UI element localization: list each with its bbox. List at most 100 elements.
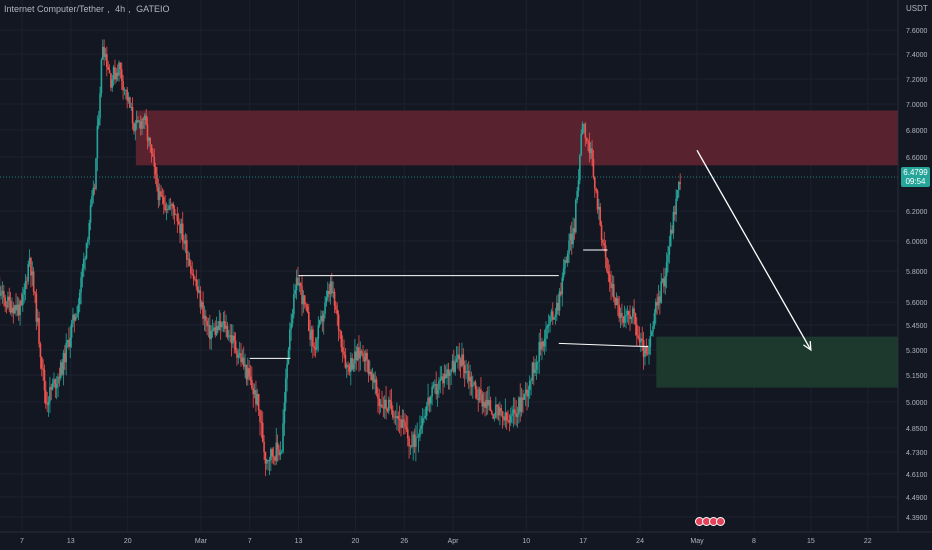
candle-body (621, 312, 623, 317)
candle-body (562, 268, 565, 278)
candle-body (183, 241, 185, 244)
candle-body (267, 459, 269, 462)
candle-body (539, 342, 542, 350)
candle-body (111, 79, 114, 88)
time-tick-label: 13 (295, 538, 303, 545)
candle (215, 316, 218, 337)
candle-body (88, 222, 91, 240)
candle-body (641, 338, 644, 341)
candle-body (463, 365, 466, 374)
candle-body (660, 281, 663, 303)
candle (673, 205, 676, 221)
candle (181, 211, 184, 250)
candle-body (507, 420, 509, 422)
candle (623, 305, 626, 327)
candle (565, 256, 568, 264)
time-tick-label: 24 (636, 538, 644, 545)
candle-body (301, 286, 303, 305)
candle-body (519, 397, 522, 412)
price-axis[interactable]: 7.6000 7.4000 7.2000 7.0000 6.8000 6.6000 6.20… (897, 0, 932, 550)
candle (80, 271, 82, 305)
candle-body (490, 411, 493, 414)
candle-body (291, 314, 294, 324)
candle (175, 213, 177, 216)
candle (168, 198, 170, 211)
candle (7, 291, 9, 310)
candle-body (194, 278, 196, 280)
candle-body (509, 415, 512, 423)
candle (653, 308, 656, 330)
candle (550, 308, 553, 322)
candle-body (599, 206, 602, 225)
candle (65, 333, 67, 376)
candle (256, 388, 259, 406)
candle-body (366, 352, 368, 360)
candle (593, 176, 596, 198)
candle (115, 67, 118, 83)
candle-body (167, 208, 169, 210)
candle-body (221, 323, 223, 328)
candle (313, 342, 316, 356)
candle-body (596, 191, 599, 210)
candle-body (389, 399, 391, 402)
candle-body (588, 141, 591, 154)
candle-body (255, 390, 257, 405)
candle (74, 313, 77, 322)
candle (626, 305, 629, 323)
candle-body (516, 414, 519, 417)
candle (142, 116, 145, 129)
candle (549, 315, 551, 333)
candle-body (340, 331, 343, 348)
candle (30, 256, 32, 288)
candle (46, 392, 48, 413)
candle-body (289, 329, 291, 350)
candle-body (43, 369, 46, 391)
candle (531, 361, 534, 385)
candle-body (299, 283, 302, 287)
candle (656, 293, 658, 315)
candle (101, 39, 104, 60)
candle (66, 339, 69, 348)
events-row[interactable] (695, 517, 725, 526)
candle-body (320, 315, 322, 321)
resistance-zone (135, 110, 899, 166)
candle-body (622, 316, 625, 323)
candle (672, 206, 675, 240)
candle (405, 415, 408, 433)
candle (99, 86, 101, 126)
candle (637, 325, 639, 340)
symbol-title[interactable]: Internet Computer/Tether, 4h, GATEIO (4, 4, 170, 14)
candle-body (576, 190, 578, 200)
candle-body (244, 364, 246, 367)
candle-body (664, 276, 667, 287)
candle (255, 380, 257, 412)
time-tick-label: 8 (752, 538, 756, 545)
candle-body (293, 294, 295, 315)
candle (9, 291, 12, 315)
time-axis[interactable]: 7 13 20 Mar 7 13 20 26 Apr 10 17 24 May 8 15 22 (0, 531, 932, 550)
candle-body (204, 315, 207, 321)
candle (387, 396, 390, 415)
candle-body (554, 314, 557, 318)
candle (320, 310, 322, 325)
candle (260, 410, 263, 438)
candle (92, 180, 95, 204)
candle (458, 342, 461, 372)
candle-body (162, 197, 165, 205)
candle (199, 286, 202, 314)
candle-body (415, 437, 417, 447)
candle-body (394, 416, 397, 418)
candle (476, 385, 478, 400)
candle (325, 290, 328, 307)
zones (135, 110, 899, 388)
candle (345, 362, 348, 379)
candle-body (261, 422, 264, 442)
candle (478, 386, 481, 403)
candle-body (22, 294, 24, 306)
candle-body (626, 311, 629, 315)
candle (375, 376, 378, 397)
candle (31, 261, 34, 286)
earnings-event-icon[interactable] (716, 517, 725, 526)
candle (416, 422, 419, 438)
